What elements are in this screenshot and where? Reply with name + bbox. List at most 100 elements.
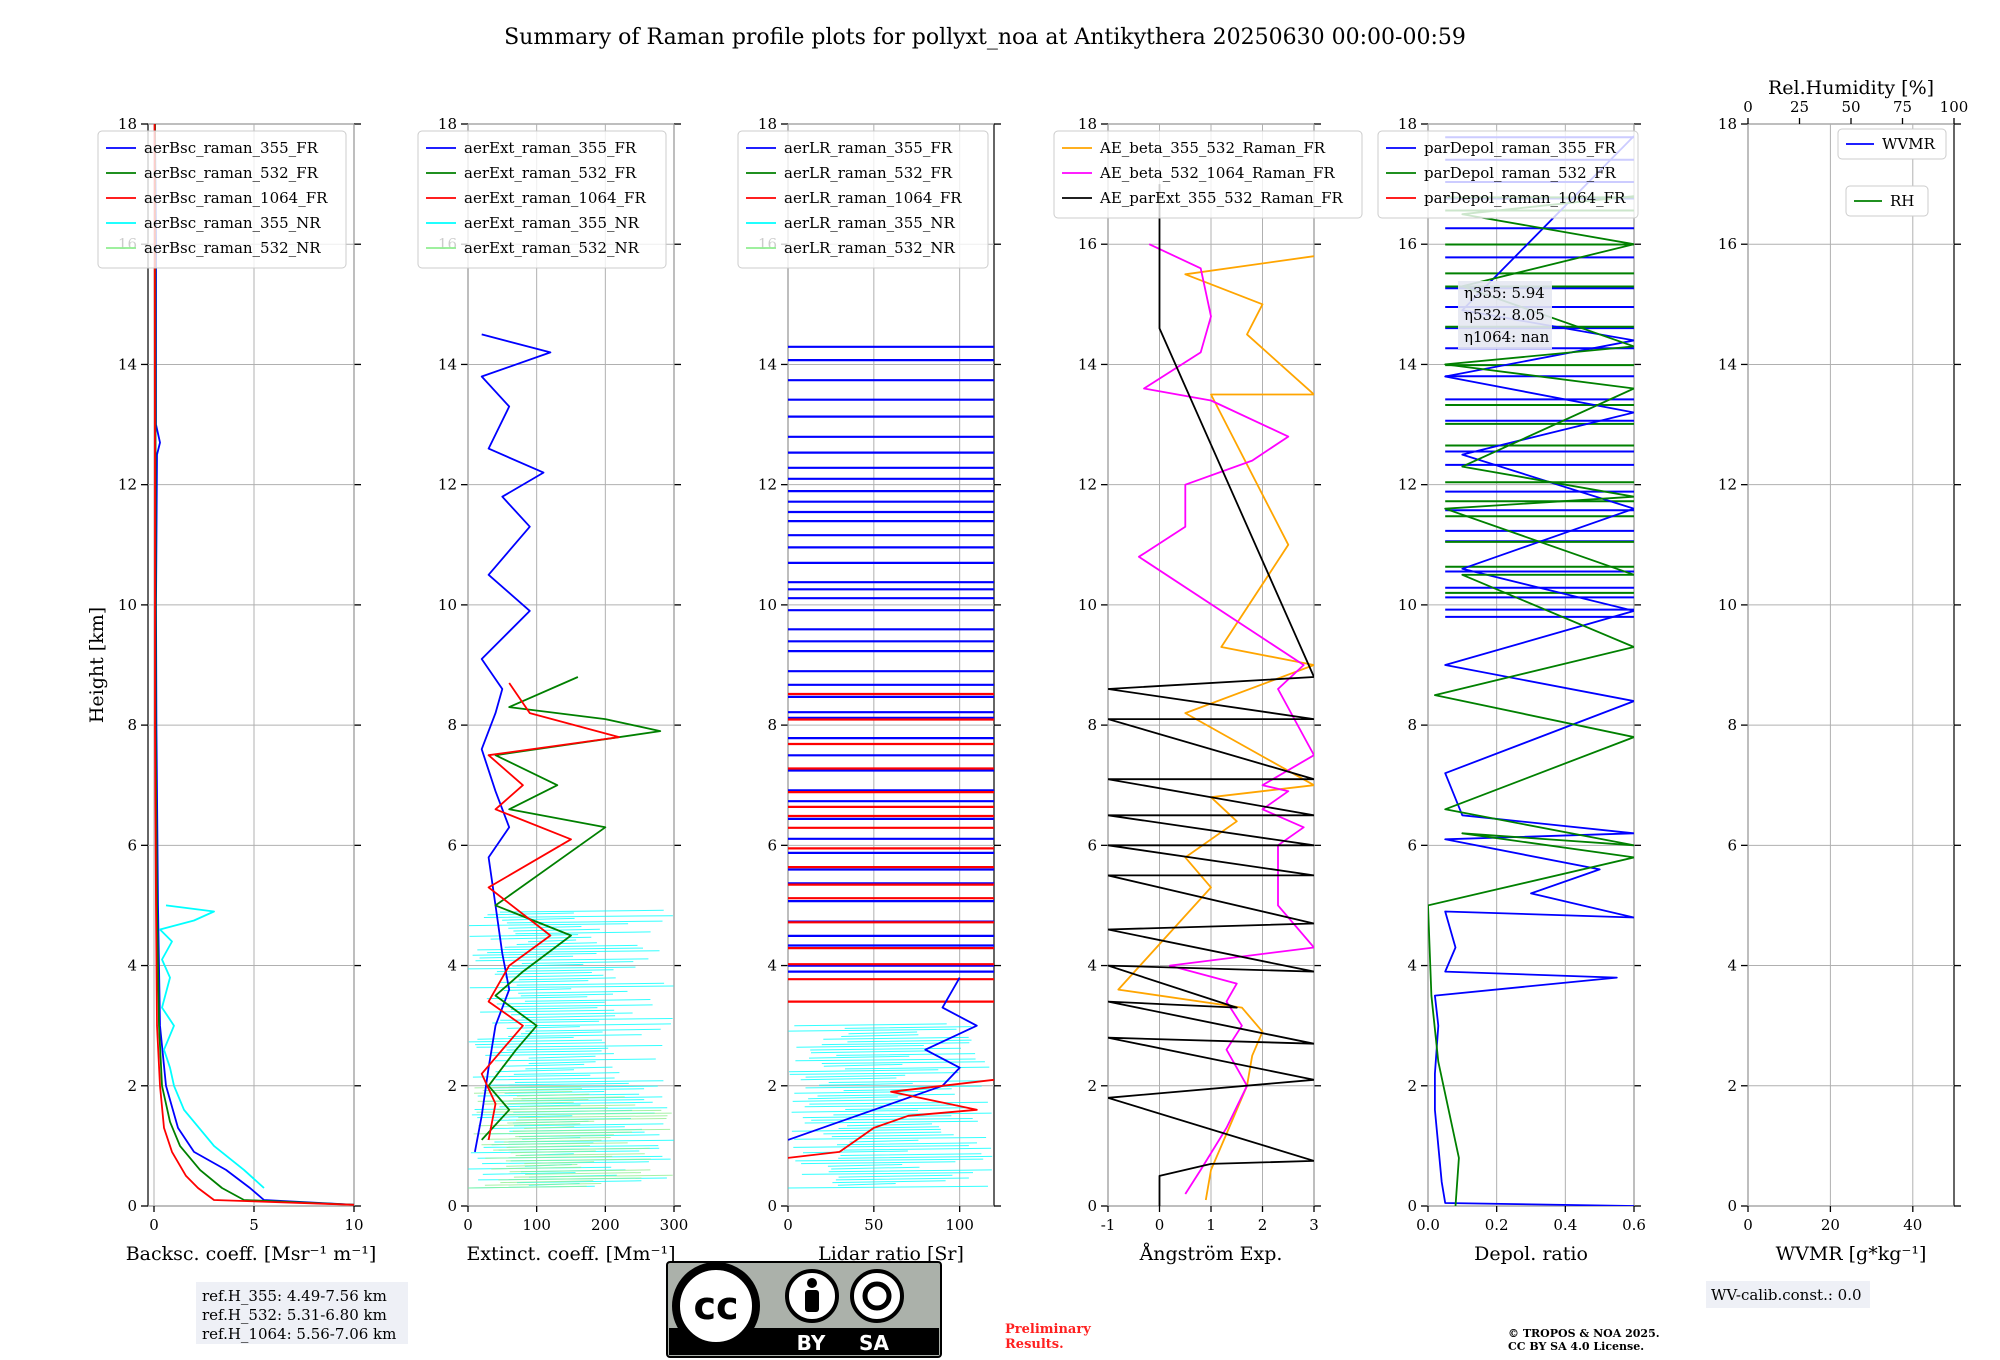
- wv-calib-box: WV-calib.const.: 0.0: [1706, 1281, 1870, 1308]
- series-aerExt_raman_1064_FR: [480, 682, 620, 1141]
- legend-frame: [1053, 130, 1363, 219]
- legend-label: aerLR_raman_355_NR: [784, 214, 955, 232]
- panels: 0246810121416180510Backsc. coeff. [Msr⁻¹…: [86, 77, 1968, 1265]
- legend-label: aerBsc_raman_355_NR: [144, 214, 321, 232]
- legend-label: AE_beta_355_532_Raman_FR: [1099, 139, 1326, 157]
- panel-3: 024681012141618050100Lidar ratio [Sr]aer…: [737, 115, 1001, 1265]
- x-axis-label: Ångström Exp.: [1139, 1243, 1283, 1265]
- series-parDepol_raman_355_FR: [1434, 135, 1634, 1206]
- xtick-label: 0.0: [1416, 1216, 1440, 1234]
- legend-frame: [737, 130, 989, 269]
- ytick-label: 4: [447, 957, 457, 975]
- xtick-label: 0.4: [1553, 1216, 1577, 1234]
- top-xtick-label: 50: [1841, 98, 1860, 116]
- legend: parDepol_raman_355_FR parDepol_raman_532_…: [1377, 130, 1639, 219]
- legend-label: AE_beta_532_1064_Raman_FR: [1099, 164, 1335, 182]
- ytick-label: 16: [1398, 235, 1417, 253]
- plot-area: [1108, 184, 1314, 1206]
- ytick-label: 8: [1407, 716, 1417, 734]
- ytick-label: 12: [1718, 476, 1737, 494]
- ytick-label: 14: [758, 355, 777, 373]
- legend-label: WVMR: [1882, 135, 1936, 153]
- ref-heights-box: ref.H_355: 4.49-7.56 km ref.H_532: 5.31-…: [196, 1282, 408, 1344]
- legend-label: aerBsc_raman_532_NR: [144, 239, 321, 257]
- ytick-label: 16: [1078, 235, 1097, 253]
- svg-text:SA: SA: [859, 1331, 889, 1355]
- xtick-label: 20: [1821, 1216, 1840, 1234]
- series-AE_beta_355_532_Raman_FR: [1117, 255, 1314, 1201]
- legend-label: aerExt_raman_532_NR: [464, 239, 640, 257]
- series-aerLR_raman_1064_FR: [788, 1078, 994, 1159]
- legend-frame-rh: [1845, 185, 1929, 217]
- panel-2: 0246810121416180100200300Extinct. coeff.…: [417, 115, 689, 1265]
- top-xtick-label: 75: [1893, 98, 1912, 116]
- legend-label: aerLR_raman_1064_FR: [784, 189, 962, 207]
- top-xtick-label: 0: [1743, 98, 1753, 116]
- series-aerExt_raman_532_NR: [468, 1085, 673, 1189]
- legend: AE_beta_355_532_Raman_FR AE_beta_532_1064…: [1053, 130, 1363, 219]
- legend-label: aerExt_raman_532_FR: [464, 164, 637, 182]
- legend-label: AE_parExt_355_532_Raman_FR: [1099, 189, 1344, 207]
- legend: aerExt_raman_355_FR aerExt_raman_532_FRae…: [417, 130, 667, 269]
- copyright-line-1: © TROPOS & NOA 2025.: [1508, 1327, 1660, 1340]
- ytick-label: 18: [438, 115, 457, 133]
- ytick-label: 12: [118, 476, 137, 494]
- xtick-label: 0.2: [1485, 1216, 1509, 1234]
- xtick-label: 2: [1258, 1216, 1268, 1234]
- legend-label: aerBsc_raman_532_FR: [144, 164, 319, 182]
- ytick-label: 0: [767, 1197, 777, 1215]
- ytick-label: 6: [127, 836, 137, 854]
- xtick-label: 300: [660, 1216, 689, 1234]
- ytick-label: 18: [1078, 115, 1097, 133]
- xtick-label: 1: [1206, 1216, 1216, 1234]
- xtick-label: 10: [344, 1216, 363, 1234]
- ytick-label: 18: [1398, 115, 1417, 133]
- ytick-label: 16: [1718, 235, 1737, 253]
- legend-label: aerLR_raman_532_NR: [784, 239, 955, 257]
- xtick-label: 3: [1309, 1216, 1319, 1234]
- ytick-label: 4: [1407, 957, 1417, 975]
- ytick-label: 18: [1718, 115, 1737, 133]
- series-aerExt_raman_532_FR: [481, 676, 662, 1141]
- eta-value-2: η1064: nan: [1464, 328, 1550, 346]
- svg-text:cc: cc: [693, 1284, 738, 1328]
- xtick-label: 0: [463, 1216, 473, 1234]
- xtick-label: 0: [1743, 1216, 1753, 1234]
- legend-frame: [97, 130, 347, 269]
- x-axis-label: Backsc. coeff. [Msr⁻¹ m⁻¹]: [126, 1243, 377, 1265]
- legend-label: RH: [1890, 192, 1914, 210]
- preliminary-note-2: Results.: [1005, 1337, 1064, 1352]
- x-axis-label: Depol. ratio: [1474, 1243, 1588, 1265]
- ref-h-1064: ref.H_1064: 5.56-7.06 km: [202, 1325, 396, 1343]
- ytick-label: 4: [127, 957, 137, 975]
- ytick-label: 12: [758, 476, 777, 494]
- series-aerBsc_raman_355_NR: [159, 904, 265, 1189]
- ytick-label: 6: [1727, 836, 1737, 854]
- legend-label: aerExt_raman_355_NR: [464, 214, 640, 232]
- eta-value-0: η355: 5.94: [1464, 284, 1545, 302]
- ytick-label: 8: [1727, 716, 1737, 734]
- panel-frame: [147, 123, 355, 1207]
- xtick-label: 0: [1155, 1216, 1165, 1234]
- wv-calib-const: WV-calib.const.: 0.0: [1711, 1286, 1862, 1304]
- ytick-label: 0: [447, 1197, 457, 1215]
- ytick-label: 2: [1407, 1077, 1417, 1095]
- series-parDepol_raman_532_FR: [1428, 195, 1634, 1206]
- x-axis-label: Lidar ratio [Sr]: [818, 1243, 964, 1265]
- ytick-label: 0: [127, 1197, 137, 1215]
- ytick-label: 10: [118, 596, 137, 614]
- top-axis-label: Rel.Humidity [%]: [1768, 77, 1934, 99]
- lr-1064-noise-lines: [788, 692, 994, 1003]
- legend-label: parDepol_raman_532_FR: [1424, 164, 1617, 182]
- legend: WVMR RH: [1837, 128, 1947, 217]
- series-aerBsc_raman_1064_FR: [153, 124, 354, 1206]
- eta-box: η355: 5.94 η532: 8.05 η1064: nan: [1458, 281, 1552, 349]
- top-xtick-label: 100: [1940, 98, 1969, 116]
- ytick-label: 0: [1407, 1197, 1417, 1215]
- y-axis-label: Height [km]: [86, 607, 108, 723]
- xtick-label: 200: [591, 1216, 620, 1234]
- ytick-label: 4: [1087, 957, 1097, 975]
- series-aerLR_raman_355_FR: [788, 977, 978, 1141]
- panel-1: 0246810121416180510Backsc. coeff. [Msr⁻¹…: [97, 115, 377, 1265]
